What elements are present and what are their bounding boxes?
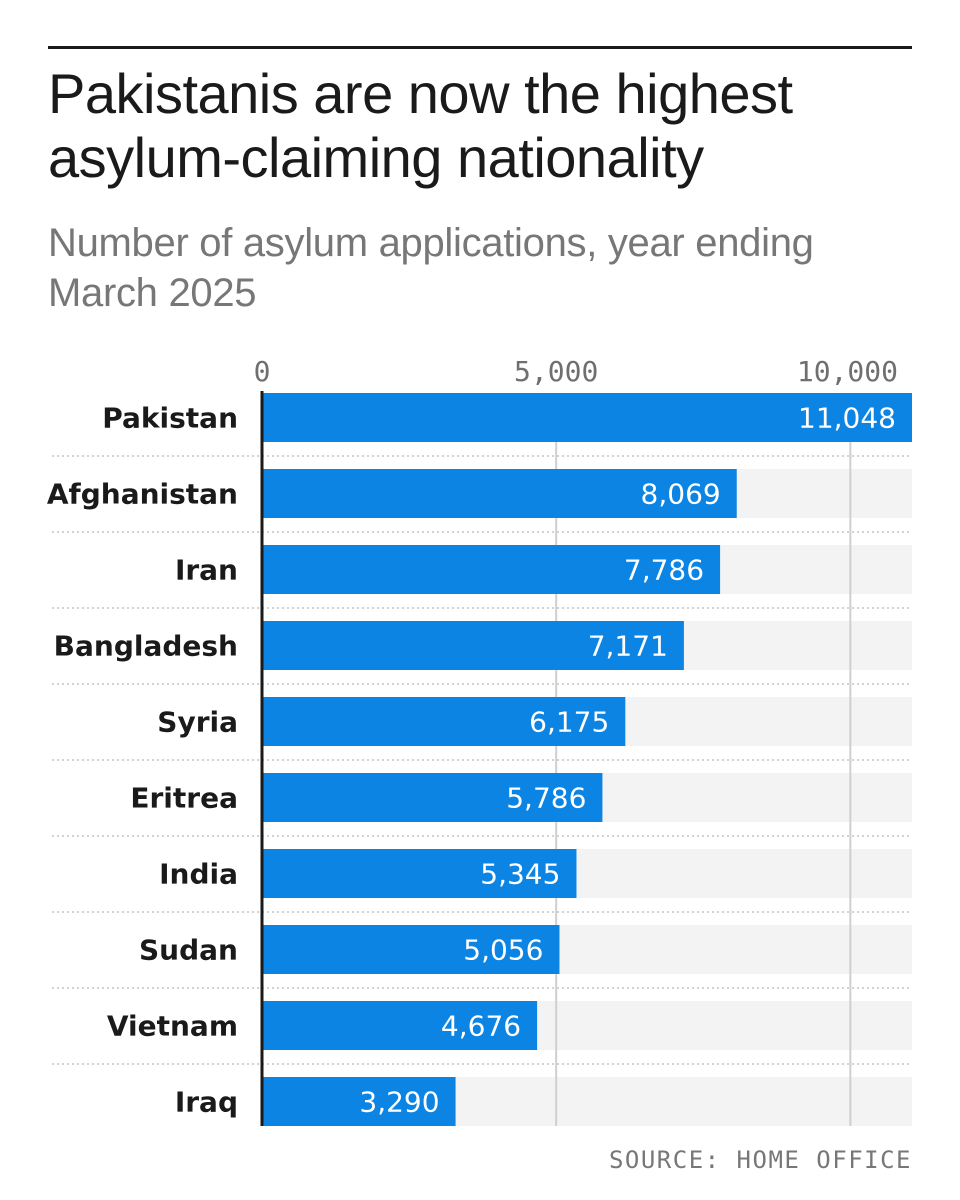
category-label: Iran: [175, 554, 238, 587]
category-label: Eritrea: [130, 782, 238, 815]
bar-value-label: 8,069: [641, 478, 721, 511]
bar: [262, 393, 912, 442]
bar-value-label: 5,786: [506, 782, 586, 815]
x-tick-label: 5,000: [514, 355, 598, 388]
bar-value-label: 3,290: [359, 1086, 439, 1119]
x-tick-label: 0: [254, 355, 271, 388]
bar: [262, 697, 626, 746]
bar-value-label: 5,056: [463, 934, 543, 967]
chart-subtitle: Number of asylum applications, year endi…: [48, 221, 814, 315]
bar-value-label: 5,345: [480, 858, 560, 891]
bar-value-label: 4,676: [441, 1010, 521, 1043]
bar: [262, 469, 737, 518]
category-label: Pakistan: [102, 402, 238, 435]
bar: [262, 925, 560, 974]
bar: [262, 773, 603, 822]
category-label: Sudan: [139, 934, 238, 967]
category-label: Syria: [157, 706, 238, 739]
category-label: India: [159, 858, 238, 891]
bar: [262, 849, 577, 898]
bar-value-label: 11,048: [798, 402, 896, 435]
bar-value-label: 7,786: [624, 554, 704, 587]
source-note: SOURCE: HOME OFFICE: [608, 1146, 912, 1174]
x-tick-label: 10,000: [797, 355, 898, 388]
top-rule: [48, 46, 912, 49]
bar-value-label: 6,175: [529, 706, 609, 739]
category-label: Afghanistan: [47, 478, 238, 511]
bar: [262, 1001, 538, 1050]
bar-value-label: 7,171: [588, 630, 668, 663]
category-label: Bangladesh: [54, 630, 238, 663]
category-label: Iraq: [175, 1086, 238, 1119]
category-label: Vietnam: [107, 1010, 238, 1043]
chart-title: Pakistanis are now the highest asylum-cl…: [48, 62, 793, 189]
bar: [262, 545, 721, 594]
bar: [262, 621, 684, 670]
bar: [262, 1077, 456, 1126]
